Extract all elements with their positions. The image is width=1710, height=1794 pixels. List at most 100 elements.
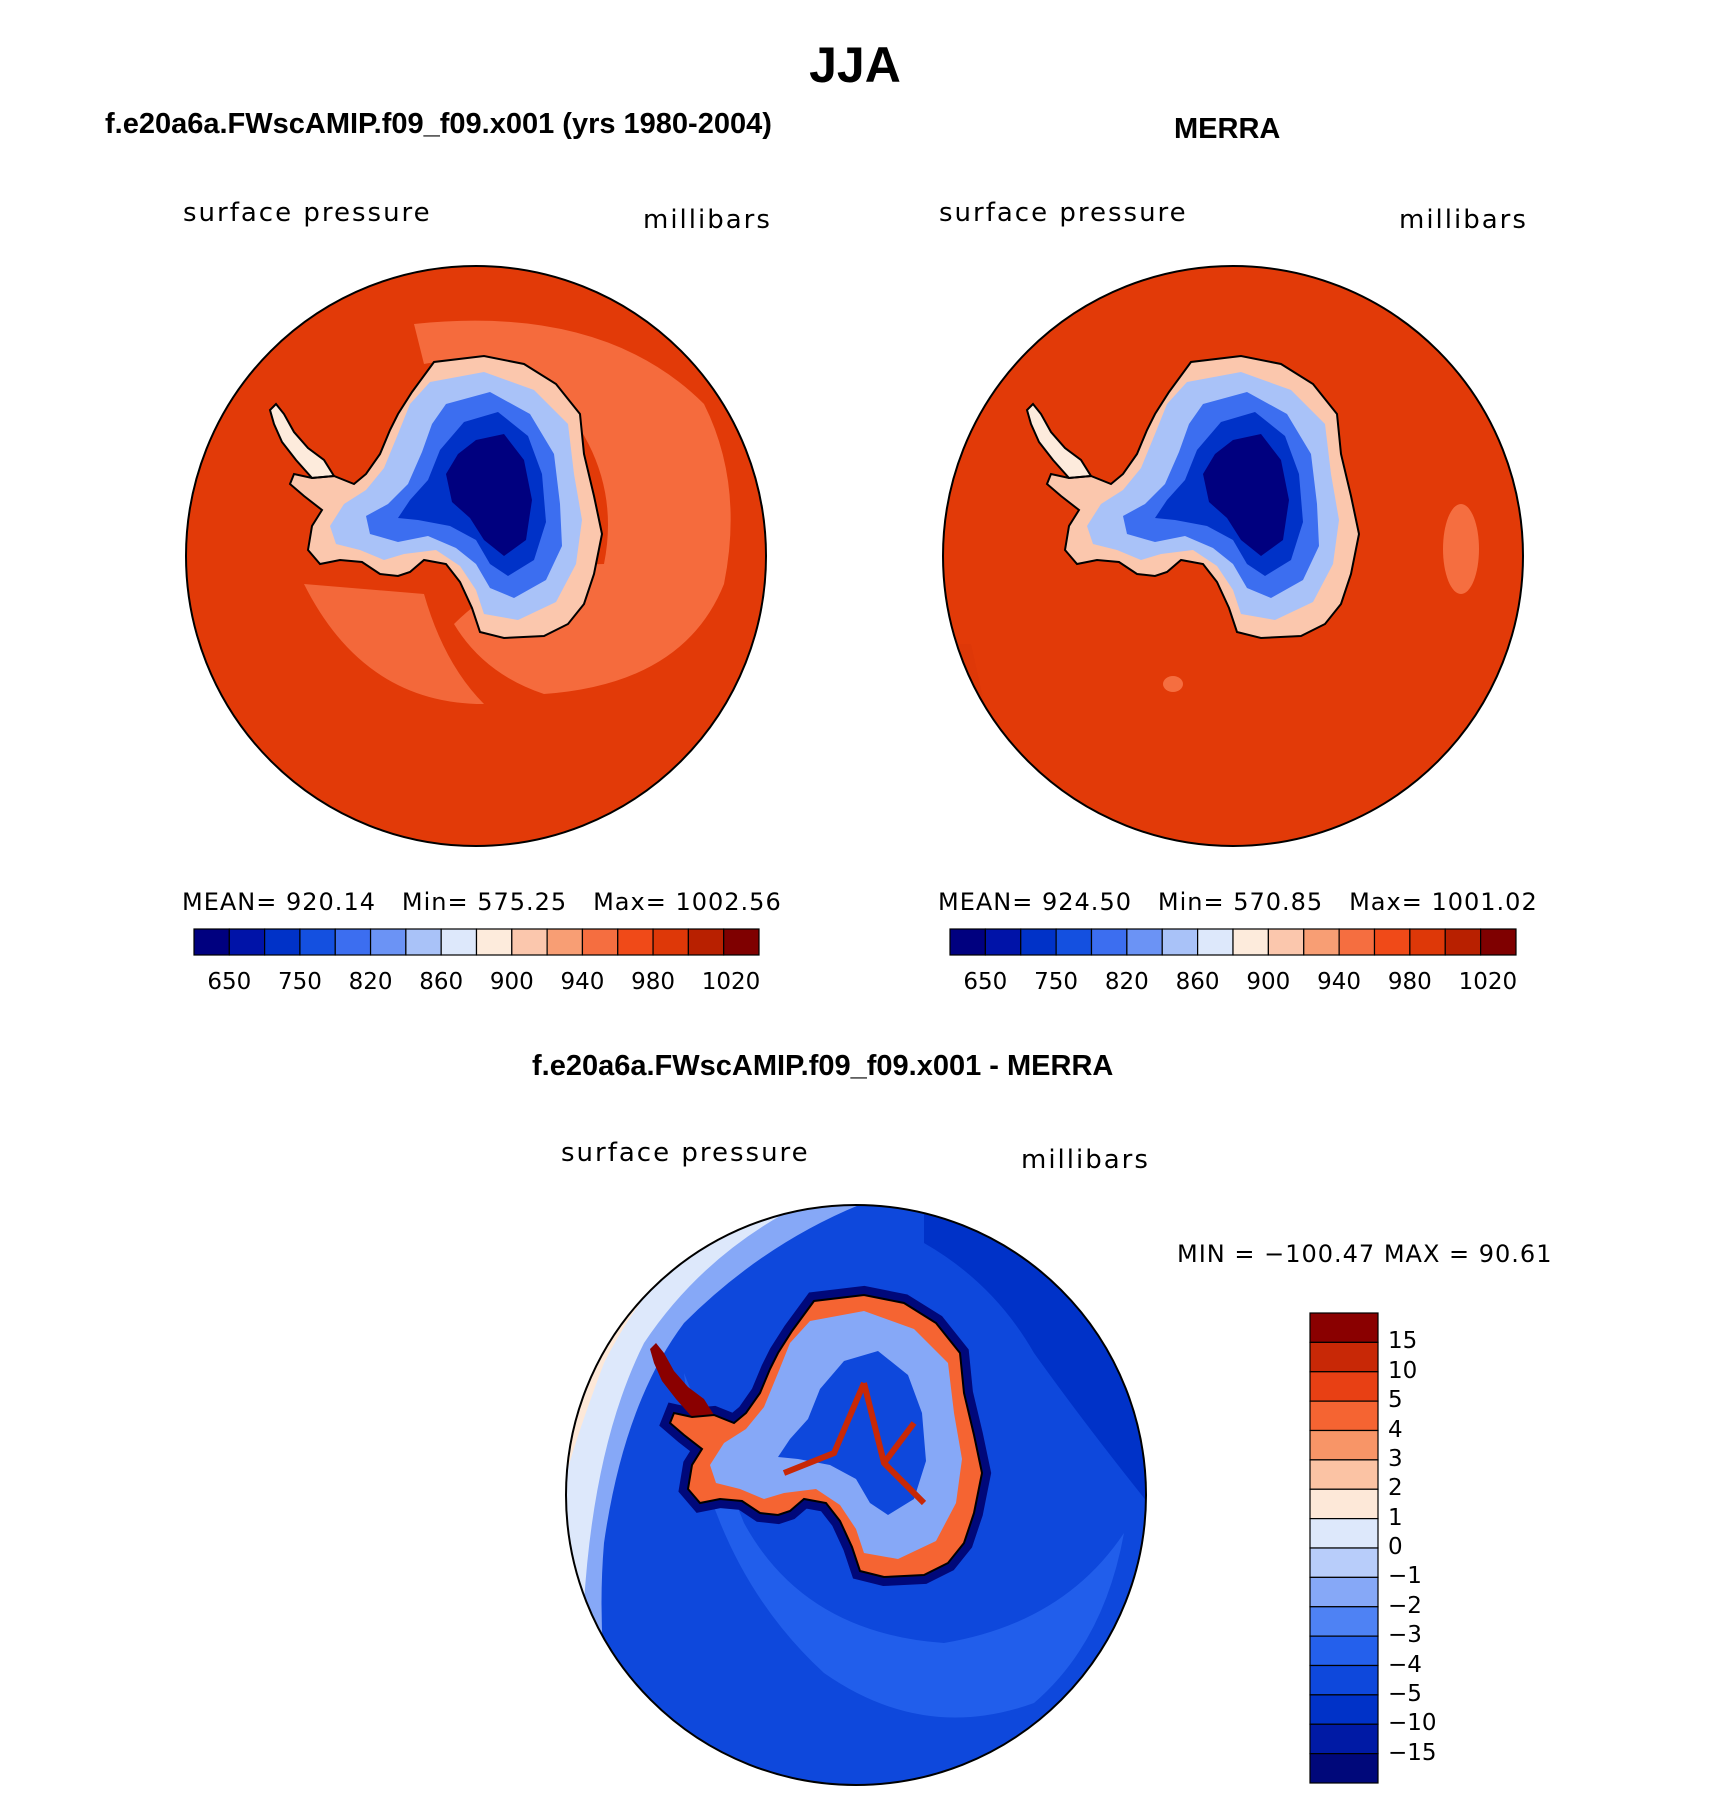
map-field-group (186, 266, 766, 846)
colorbar-tick-label: 820 (348, 969, 393, 995)
panel-1-min-value: 575.25 (477, 888, 568, 916)
colorbar-swatch (334, 928, 372, 956)
colorbar-swatch (1309, 1400, 1379, 1432)
diff-band-negative-mid (684, 1373, 1124, 1718)
colorbar-tick-label: 15 (1388, 1328, 1418, 1355)
colorbar-swatch (369, 928, 407, 956)
continent-field (1027, 356, 1359, 638)
colorbar-swatch (581, 928, 619, 956)
peninsula-coastline (268, 402, 336, 480)
panel-1-units: millibars (643, 205, 772, 235)
colorbar-swatch (1267, 928, 1305, 956)
colorbar-tick-label: 940 (1317, 969, 1362, 995)
diff-colorbar (1309, 1312, 1379, 1784)
diff-coastline (668, 1293, 984, 1579)
colorbar-swatch (193, 928, 230, 956)
colorbar-swatch (511, 928, 548, 956)
panel-2-mean-value: 924.50 (1042, 888, 1132, 916)
colorbar-tick-label: −2 (1388, 1592, 1422, 1619)
diff-panel-title: f.e20a6a.FWscAMIP.f09_f09.x001 - MERRA (532, 1050, 1114, 1082)
panel-1-mean-value: 920.14 (286, 888, 376, 916)
colorbar-tick-label: 5 (1388, 1387, 1403, 1414)
panel-2-mean-label: MEAN= (938, 888, 1034, 916)
colorbar-tick-label: 0 (1388, 1534, 1403, 1560)
colorbar-swatch (1409, 928, 1446, 956)
colorbar-swatch (1232, 928, 1269, 956)
colorbar-tick-label: 1 (1388, 1504, 1403, 1531)
colorbar-swatch (1338, 928, 1376, 956)
peninsula-field (270, 404, 334, 478)
diff-peninsula-positive (650, 1343, 714, 1417)
colorbar-tick-label: 750 (277, 969, 322, 995)
diff-continent-mixed-2 (778, 1351, 926, 1515)
colorbar-swatch (1480, 928, 1517, 956)
panel-1-colorbar (193, 928, 760, 956)
diff-panel-variable: surface pressure (561, 1138, 810, 1168)
diff-polar-map (565, 1204, 1147, 1786)
panel-1-max-label: Max= (593, 888, 667, 916)
continent-field (270, 356, 602, 638)
colorbar-tick-label: −4 (1388, 1651, 1422, 1678)
colorbar-swatch (1309, 1518, 1379, 1549)
colorbar-swatch (1309, 1312, 1379, 1343)
colorbar-tick-label: −10 (1388, 1710, 1437, 1737)
diff-minmax-label: MIN = −100.47 MAX = 90.61 (1177, 1240, 1553, 1268)
colorbar-swatch (1020, 928, 1057, 956)
colorbar-tick-label: 900 (1246, 969, 1291, 995)
colorbar-swatch (1309, 1723, 1379, 1755)
map-boundary (942, 265, 1524, 847)
colorbar-swatch (1309, 1547, 1379, 1578)
colorbar-swatch (299, 928, 336, 956)
colorbar-tick-label: 650 (207, 969, 252, 995)
colorbar-tick-label: 980 (1387, 969, 1432, 995)
colorbar-tick-label: 1020 (1458, 969, 1518, 995)
colorbar-tick-label: 860 (1175, 969, 1220, 995)
colorbar-swatch (1309, 1488, 1379, 1520)
colorbar-tick-label: 860 (419, 969, 464, 995)
colorbar-tick-label: 650 (963, 969, 1008, 995)
diff-ridge-positive (782, 1381, 927, 1506)
colorbar-tick-label: 750 (1034, 969, 1079, 995)
colorbar-swatch (949, 928, 986, 956)
panel-2-colorbar (949, 928, 1517, 956)
colorbar-tick-label: 980 (631, 969, 675, 995)
colorbar-swatch (405, 928, 442, 956)
panel-2-units: millibars (1399, 205, 1528, 235)
colorbar-tick-label: 2 (1388, 1475, 1403, 1502)
colorbar-swatch (1309, 1694, 1379, 1725)
panel-1-max-value: 1002.56 (675, 888, 782, 916)
colorbar-swatch (228, 928, 266, 956)
colorbar-swatch (546, 928, 584, 956)
panel-1-mean-label: MEAN= (182, 888, 278, 916)
panel-2-min-value: 570.85 (1233, 888, 1324, 916)
colorbar-swatch (1373, 928, 1411, 956)
colorbar-swatch (1309, 1371, 1379, 1402)
colorbar-swatch (1309, 1606, 1379, 1637)
low-pressure-spot-east (1443, 504, 1479, 594)
colorbar-tick-label: −15 (1388, 1739, 1437, 1766)
colorbar-swatch (1444, 928, 1482, 956)
colorbar-swatch (264, 928, 301, 956)
colorbar-tick-label: −3 (1388, 1622, 1422, 1649)
panel-1-stats: MEAN= 920.14 Min= 575.25 Max= 1002.56 (182, 888, 782, 916)
diff-map-boundary (565, 1204, 1147, 1786)
panel-2-max-value: 1001.02 (1431, 888, 1538, 916)
panel-2-title: MERRA (1174, 113, 1281, 145)
panel-2-min-label: Min= (1157, 888, 1225, 916)
colorbar-swatch (1309, 1664, 1379, 1696)
colorbar-tick-label: 940 (560, 969, 605, 995)
continent-level-4 (1203, 434, 1289, 556)
colorbar-swatch (1303, 928, 1340, 956)
panel-2-variable: surface pressure (939, 198, 1188, 228)
panel-2-max-label: Max= (1349, 888, 1423, 916)
peninsula-field (1027, 404, 1091, 478)
panel-2-stats: MEAN= 924.50 Min= 570.85 Max= 1001.02 (938, 888, 1538, 916)
colorbar-swatch (1055, 928, 1093, 956)
colorbar-swatch (723, 928, 760, 956)
colorbar-swatch (1309, 1753, 1379, 1784)
colorbar-swatch (1161, 928, 1199, 956)
panel-1-polar-map (185, 265, 767, 847)
colorbar-tick-label: 900 (489, 969, 534, 995)
panel-2-polar-map (942, 265, 1524, 847)
panel-1-min-label: Min= (401, 888, 469, 916)
